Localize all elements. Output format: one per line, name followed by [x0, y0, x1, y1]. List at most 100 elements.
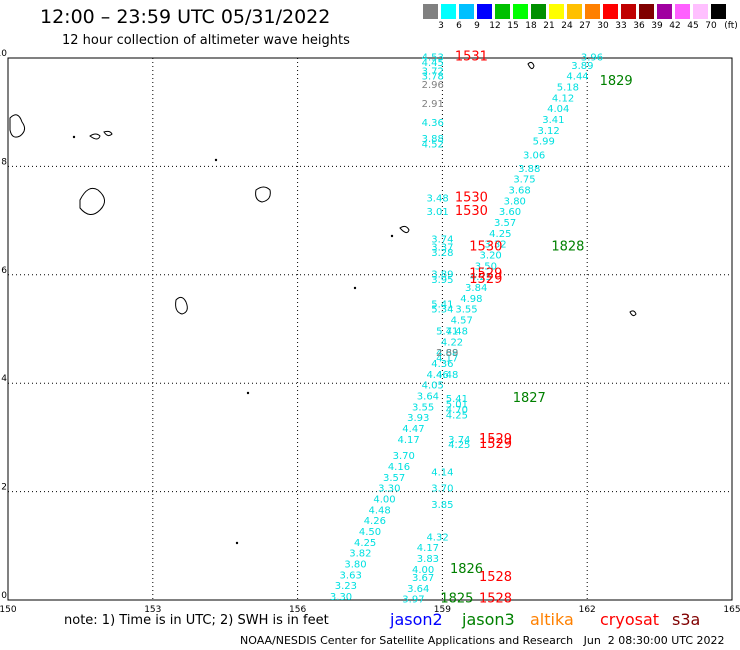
legend-swatch [657, 4, 672, 19]
swh-label: 5.71 [436, 326, 458, 337]
y-tick-label: 6 [1, 266, 7, 276]
swh-label: 4.70 [446, 405, 468, 416]
time-label: 1529 [479, 437, 512, 452]
swh-label: 4.22 [441, 337, 463, 348]
swh-label: 3.97 [402, 595, 424, 606]
legend-swatch [549, 4, 564, 19]
legend-swatch [513, 4, 528, 19]
satellite-label-cryosat: cryosat [600, 610, 660, 629]
note-text: note: 1) Time is in UTC; 2) SWH is in fe… [64, 613, 329, 628]
swh-label: 3.70 [393, 451, 415, 462]
swh-label: 3.32 [484, 240, 506, 251]
legend-label: 70 [705, 21, 717, 31]
island-outline [175, 296, 188, 315]
swh-label: 3.50 [475, 261, 497, 272]
swh-label: 3.41 [542, 115, 564, 126]
swh-label: 4.32 [426, 532, 448, 543]
y-tick-label: 4 [1, 374, 7, 384]
swh-label: 2.91 [422, 99, 444, 110]
swh-label: 3.72 [422, 66, 444, 77]
swh-label: 3.89 [431, 270, 453, 281]
time-label: 1529 [469, 267, 502, 282]
swh-label: 5.01 [446, 400, 468, 411]
legend-swatch [531, 4, 546, 19]
swh-label: 4.25 [489, 229, 511, 240]
legend-label: 24 [561, 21, 573, 31]
time-label: 1530 [455, 191, 488, 206]
swh-label: 3.60 [499, 207, 521, 218]
swh-label: 4.50 [359, 527, 381, 538]
island-dot [390, 234, 394, 238]
swh-label: 4.53 [422, 53, 444, 64]
time-label: 1530 [455, 204, 488, 219]
swh-label: 3.84 [465, 283, 487, 294]
swh-label: 4.68 [436, 348, 458, 359]
legend-swatch [711, 4, 726, 19]
swh-label: 5.41 [431, 299, 453, 310]
swh-label: 3.80 [344, 559, 366, 570]
time-label: 1529 [479, 432, 512, 447]
swh-label: 4.36 [431, 359, 453, 370]
swh-label: 3.70 [431, 484, 453, 495]
swh-label: 4.25 [446, 410, 468, 421]
time-label: 1825 [440, 592, 473, 607]
swh-label: 4.14 [431, 467, 453, 478]
swh-label: 4.44 [566, 72, 588, 83]
swh-label: 4.04 [547, 104, 569, 115]
swh-label: 3.88 [518, 164, 540, 175]
legend-label: 27 [579, 21, 591, 31]
swh-label: 4.46 [426, 370, 448, 381]
island-outline [79, 187, 105, 215]
x-tick-label: 162 [579, 605, 596, 615]
swh-label: 4.17 [397, 435, 419, 446]
island-outline [9, 114, 26, 138]
legend-swatch [675, 4, 690, 19]
y-tick-label: 2 [1, 483, 7, 493]
swh-label: 3.85 [431, 500, 453, 511]
swh-label: 4.25 [470, 272, 492, 283]
island-dot [214, 158, 218, 162]
legend-label: 12 [489, 21, 501, 31]
legend-swatch [477, 4, 492, 19]
swh-label: 3.55 [412, 402, 434, 413]
swh-label: 3.57 [383, 473, 405, 484]
y-tick-label: 10 [0, 49, 7, 59]
time-label: 1826 [450, 562, 483, 577]
swh-label: 5.41 [446, 394, 468, 405]
swh-label: 4.25 [448, 440, 470, 451]
legend-swatch [495, 4, 510, 19]
swh-label: 3.83 [417, 554, 439, 565]
swh-label: 3.93 [407, 413, 429, 424]
legend-swatch [621, 4, 636, 19]
swh-label: 3.82 [349, 549, 371, 560]
swh-label: 4.26 [364, 516, 386, 527]
x-tick-label: 165 [723, 605, 740, 615]
legend-label: 42 [669, 21, 681, 31]
swh-label: 3.80 [504, 196, 526, 207]
swh-label: 4.45 [422, 58, 444, 69]
time-label: 1828 [551, 239, 584, 254]
swh-label: 4.48 [436, 370, 458, 381]
satellite-label-jason2: jason2 [390, 610, 443, 629]
time-label: 1829 [600, 74, 633, 89]
plot-frame [7, 57, 733, 601]
legend-label: 3 [438, 21, 444, 31]
legend-label: 9 [474, 21, 480, 31]
island-outline [399, 225, 410, 234]
legend-swatch [693, 4, 708, 19]
swh-label: 4.57 [451, 316, 473, 327]
legend-label: 21 [543, 21, 555, 31]
swh-label: 4.00 [412, 565, 434, 576]
swh-label: 3.63 [340, 570, 362, 581]
swh-label: 4.00 [373, 494, 395, 505]
legend-swatch [441, 4, 456, 19]
island-outline [89, 130, 113, 140]
swh-label: 3.78 [422, 72, 444, 83]
swh-label: 4.52 [422, 139, 444, 150]
swh-label: 4.48 [369, 505, 391, 516]
island-dot [235, 541, 239, 545]
swh-label: 3.88 [422, 134, 444, 145]
satellite-label-s3a: s3a [672, 610, 701, 629]
